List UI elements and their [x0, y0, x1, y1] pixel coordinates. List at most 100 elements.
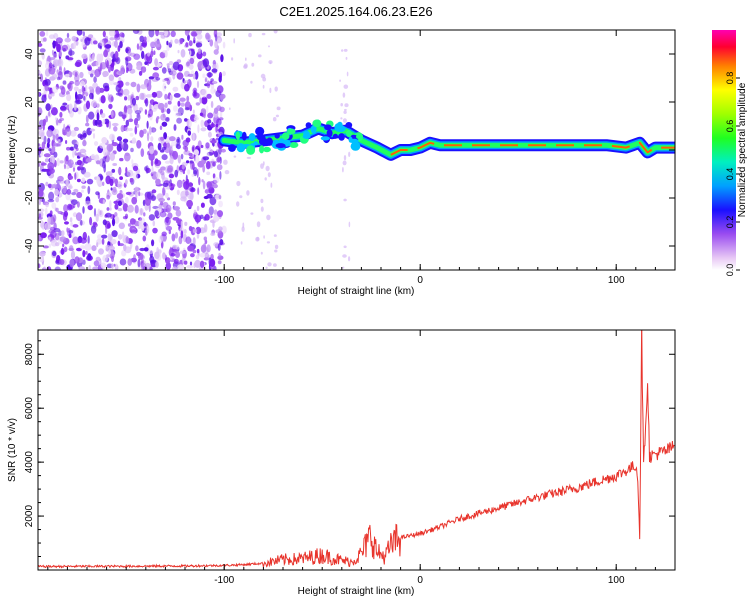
heatmap-cell	[152, 150, 158, 156]
heatmap-cell	[109, 152, 116, 161]
heatmap-cell	[104, 44, 112, 49]
heatmap-cell	[148, 126, 152, 135]
heatmap-cell	[343, 84, 349, 89]
heatmap-cell	[184, 83, 190, 92]
heatmap-cell	[181, 164, 185, 170]
heatmap-cell	[265, 165, 270, 172]
heatmap-cell	[38, 263, 41, 269]
heatmap-cell	[148, 108, 154, 118]
heatmap-cell	[186, 265, 194, 269]
heatmap-cell	[163, 30, 168, 37]
heatmap-cell	[82, 130, 87, 139]
heatmap-cell	[217, 260, 222, 265]
heatmap-cell	[219, 93, 226, 100]
heatmap-cell	[136, 251, 142, 257]
heatmap-cell	[110, 187, 113, 191]
heatmap-cell	[125, 196, 129, 204]
heatmap-cell	[111, 263, 114, 270]
heatmap-cell	[59, 160, 64, 164]
heatmap-cell	[113, 126, 118, 132]
heatmap-cell	[88, 264, 92, 270]
heatmap-cell	[134, 110, 142, 115]
heatmap-cell	[174, 169, 179, 178]
heatmap-cell	[135, 191, 138, 200]
heatmap-cell	[139, 45, 143, 51]
heatmap-cell	[124, 126, 129, 132]
heatmap-cell	[100, 112, 106, 119]
heatmap-cell	[192, 237, 196, 246]
heatmap-cell	[148, 214, 156, 221]
heatmap-cell	[153, 50, 156, 55]
heatmap-cell	[164, 221, 167, 229]
heatmap-cell	[79, 154, 85, 158]
heatmap-cell	[118, 77, 122, 81]
heatmap-cell	[109, 37, 115, 41]
heatmap-cell	[84, 37, 91, 46]
heatmap-cell	[39, 31, 46, 37]
heatmap-cell	[111, 58, 115, 63]
heatmap-cell	[79, 245, 86, 250]
ridge-blob	[241, 131, 247, 141]
heatmap-cell	[267, 262, 272, 267]
heatmap-cell	[46, 142, 50, 149]
heatmap-cell	[38, 199, 41, 206]
heatmap-cell	[72, 163, 76, 168]
heatmap-cell	[73, 188, 79, 193]
heatmap-cell	[221, 225, 227, 234]
heatmap-cell	[100, 262, 107, 269]
heatmap-cell	[102, 255, 108, 263]
heatmap-cell	[108, 120, 112, 130]
heatmap-cell	[78, 88, 82, 94]
heatmap-cell	[206, 72, 213, 78]
heatmap-cell	[212, 150, 215, 155]
heatmap-cell	[119, 176, 123, 181]
heatmap-cell	[202, 156, 210, 161]
heatmap-cell	[343, 155, 347, 161]
heatmap-cell	[209, 39, 214, 47]
heatmap-cell	[194, 114, 198, 118]
heatmap-cell	[201, 179, 204, 183]
heatmap-cell	[218, 195, 222, 200]
heatmap-cell	[96, 53, 102, 63]
heatmap-cell	[133, 254, 136, 262]
heatmap-cell	[132, 165, 139, 172]
heatmap-cell	[45, 103, 51, 111]
heatmap-cell	[162, 182, 169, 187]
heatmap-cell	[194, 155, 200, 164]
heatmap-cell	[197, 124, 200, 134]
heatmap-cell	[151, 189, 157, 194]
heatmap-cell	[43, 37, 47, 42]
heatmap-cell	[114, 216, 120, 224]
heatmap-cell	[192, 228, 198, 234]
heatmap-cell	[171, 233, 176, 242]
heatmap-cell	[109, 133, 116, 141]
heatmap-cell	[111, 218, 116, 227]
heatmap-cell	[70, 250, 76, 260]
heatmap-cell	[155, 261, 159, 268]
heatmap-cell	[134, 204, 139, 214]
heatmap-cell	[175, 143, 178, 149]
heatmap-cell	[71, 35, 77, 42]
heatmap-cell	[189, 191, 194, 201]
heatmap-cell	[177, 264, 185, 270]
heatmap-cell	[74, 61, 82, 68]
heatmap-cell	[180, 49, 186, 58]
heatmap-cell	[106, 60, 109, 69]
heatmap-cell	[233, 155, 237, 158]
heatmap-cell	[49, 210, 53, 216]
heatmap-cell	[49, 226, 56, 231]
heatmap-cell	[200, 202, 205, 208]
heatmap-cell	[74, 99, 82, 105]
heatmap-cell	[43, 153, 51, 158]
heatmap-cell	[196, 30, 202, 35]
heatmap-cell	[69, 110, 74, 118]
heatmap-cell	[119, 157, 124, 162]
heatmap-cell	[117, 45, 121, 52]
heatmap-cell	[122, 111, 126, 116]
heatmap-cell	[343, 198, 347, 202]
heatmap-cell	[217, 243, 221, 251]
heatmap-cell	[166, 40, 169, 46]
heatmap-cell	[44, 158, 49, 163]
heatmap-cell	[154, 40, 161, 48]
heatmap-cell	[83, 171, 91, 178]
